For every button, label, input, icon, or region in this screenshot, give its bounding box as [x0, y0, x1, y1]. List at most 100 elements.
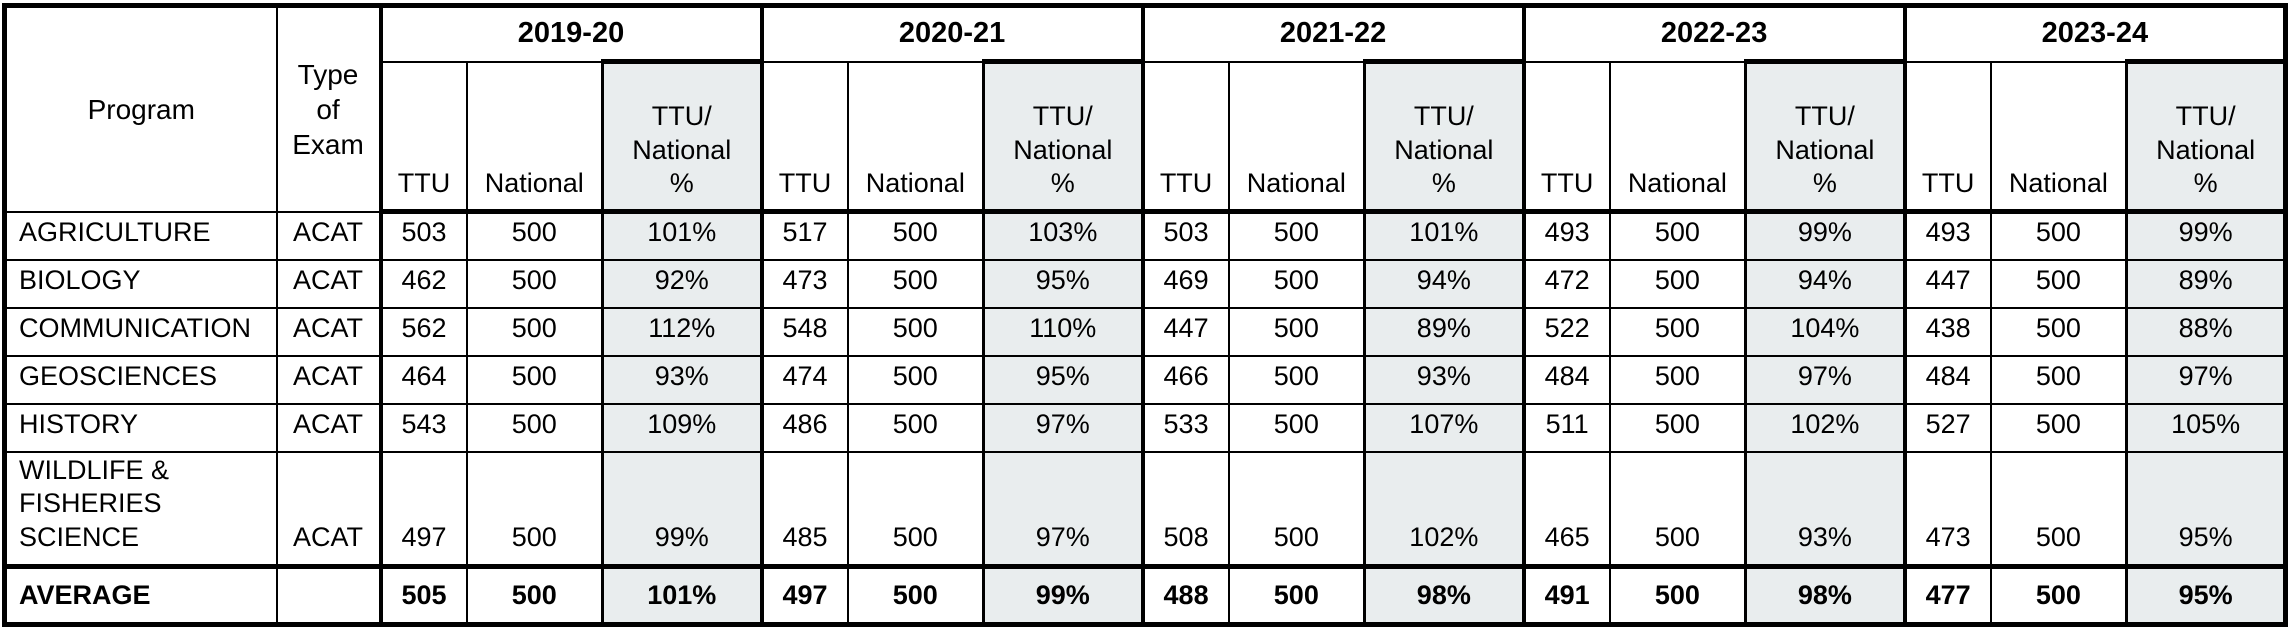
ttu-national-pct-cell: 93%	[1363, 354, 1525, 405]
national-score-cell: 500	[1227, 210, 1366, 261]
ttu-national-pct-cell: 99%	[1744, 210, 1906, 261]
table-row: GEOSCIENCES ACAT 464 500 93% 474 500 95% 466 500 9…	[3, 354, 2287, 405]
national-score-cell: 500	[1227, 354, 1366, 405]
ttu-national-pct-cell: 103%	[982, 210, 1144, 261]
ttu-score-cell: 473	[1902, 450, 1992, 568]
ttu-score-cell: 533	[1140, 402, 1230, 453]
ttu-score-cell: 447	[1140, 306, 1230, 357]
ttu-score-cell: 465	[1521, 450, 1611, 568]
ttu-score-cell: 462	[378, 258, 468, 309]
ttu-national-pct-cell: 107%	[1363, 402, 1525, 453]
national-score-cell: 500	[846, 450, 985, 568]
exam-type-cell: ACAT	[275, 258, 382, 309]
national-score-cell: 500	[465, 210, 604, 261]
national-score-cell: 500	[1608, 450, 1747, 568]
ttu-national-pct-cell: 93%	[1744, 450, 1906, 568]
ttu-national-pct-cell: 97%	[982, 450, 1144, 568]
national-score-cell: 500	[1989, 258, 2128, 309]
national-score-cell: 500	[1227, 563, 1366, 626]
national-score-cell: 500	[1989, 450, 2128, 568]
ttu-national-pct-cell: 95%	[2125, 450, 2287, 568]
national-score-cell: 500	[1608, 402, 1747, 453]
ttu-score-cell: 543	[378, 402, 468, 453]
ttu-score-cell: 548	[759, 306, 849, 357]
national-score-cell: 500	[846, 402, 985, 453]
ttu-score-cell: 438	[1902, 306, 1992, 357]
ttu-national-pct-cell: 112%	[600, 306, 763, 357]
national-score-cell: 500	[1608, 354, 1747, 405]
ttu-national-pct-cell: 110%	[982, 306, 1144, 357]
national-score-cell: 500	[465, 306, 604, 357]
ttu-score-cell: 486	[759, 402, 849, 453]
program-column-header: Program	[3, 4, 278, 213]
ttu-national-pct-cell: 94%	[1363, 258, 1525, 309]
table-row: HISTORY ACAT 543 500 109% 486 500 97% 533 500 107%…	[3, 402, 2287, 453]
national-score-cell: 500	[846, 354, 985, 405]
national-score-cell: 500	[1608, 210, 1747, 261]
ttu-national-pct-cell: 92%	[600, 258, 763, 309]
ttu-score-cell: 447	[1902, 258, 1992, 309]
program-cell: HISTORY	[3, 402, 278, 453]
ttu-score-cell: 485	[759, 450, 849, 568]
ttu-national-pct-cell: 99%	[982, 563, 1144, 626]
exam-type-cell: ACAT	[275, 402, 382, 453]
national-score-cell: 500	[1608, 258, 1747, 309]
ttu-column-header: TTU	[1140, 60, 1230, 214]
year-header-2020-21: 2020-21	[759, 4, 1144, 63]
ttu-score-cell: 472	[1521, 258, 1611, 309]
exam-scores-table: Program Type of Exam 2019-20 2020-21 202…	[2, 3, 2288, 627]
ttu-score-cell: 511	[1521, 402, 1611, 453]
ttu-score-cell: 522	[1521, 306, 1611, 357]
ttu-national-pct-cell: 88%	[2125, 306, 2287, 357]
ttu-national-pct-cell: 95%	[982, 258, 1144, 309]
ttu-national-pct-column-header: TTU/ National %	[1363, 59, 1525, 214]
table-row: AGRICULTURE ACAT 503 500 101% 517 500 103% 503 50…	[3, 210, 2287, 261]
national-score-cell: 500	[1989, 402, 2128, 453]
national-score-cell: 500	[1227, 306, 1366, 357]
national-score-cell: 500	[1989, 210, 2128, 261]
ttu-score-cell: 474	[759, 354, 849, 405]
national-score-cell: 500	[846, 210, 985, 261]
year-header-2019-20: 2019-20	[378, 4, 763, 63]
national-score-cell: 500	[465, 258, 604, 309]
ttu-national-pct-cell: 98%	[1744, 563, 1906, 626]
national-score-cell: 500	[1989, 306, 2128, 357]
exam-type-cell: ACAT	[275, 306, 382, 357]
ttu-national-pct-cell: 109%	[600, 402, 763, 453]
ttu-national-pct-cell: 99%	[600, 450, 763, 568]
ttu-column-header: TTU	[378, 60, 468, 214]
ttu-national-pct-cell: 99%	[2125, 210, 2287, 261]
ttu-national-pct-cell: 101%	[600, 210, 763, 261]
national-score-cell: 500	[1227, 450, 1366, 568]
national-column-header: National	[1989, 60, 2128, 214]
national-score-cell: 500	[1608, 563, 1747, 626]
ttu-national-pct-cell: 97%	[1744, 354, 1906, 405]
ttu-national-pct-column-header: TTU/ National %	[982, 59, 1144, 214]
exam-type-cell: ACAT	[275, 210, 382, 261]
table-row: WILDLIFE & FISHERIES SCIENCE ACAT 497 500 99…	[3, 450, 2287, 568]
ttu-score-cell: 469	[1140, 258, 1230, 309]
national-score-cell: 500	[1227, 402, 1366, 453]
exam-type-cell: ACAT	[275, 354, 382, 405]
ttu-column-header: TTU	[1902, 60, 1992, 214]
national-score-cell: 500	[1989, 354, 2128, 405]
program-cell: BIOLOGY	[3, 258, 278, 309]
national-score-cell: 500	[1989, 563, 2128, 626]
national-score-cell: 500	[465, 450, 604, 568]
ttu-score-cell: 497	[759, 563, 849, 626]
ttu-national-pct-cell: 94%	[1744, 258, 1906, 309]
ttu-national-pct-cell: 93%	[600, 354, 763, 405]
ttu-national-pct-cell: 89%	[2125, 258, 2287, 309]
ttu-national-pct-cell: 98%	[1363, 563, 1525, 626]
ttu-score-cell: 484	[1902, 354, 1992, 405]
national-score-cell: 500	[465, 354, 604, 405]
ttu-score-cell: 517	[759, 210, 849, 261]
program-cell: COMMUNICATION	[3, 306, 278, 357]
year-header-2021-22: 2021-22	[1140, 4, 1525, 63]
average-row: AVERAGE 505 500 101% 497 500 99% 488 500 98% 491 50…	[3, 563, 2287, 626]
national-column-header: National	[1227, 60, 1366, 214]
table-body: AGRICULTURE ACAT 503 500 101% 517 500 103% 503 50…	[3, 210, 2287, 626]
ttu-national-pct-cell: 97%	[982, 402, 1144, 453]
ttu-national-pct-column-header: TTU/ National %	[2125, 59, 2287, 214]
ttu-score-cell: 503	[1140, 210, 1230, 261]
